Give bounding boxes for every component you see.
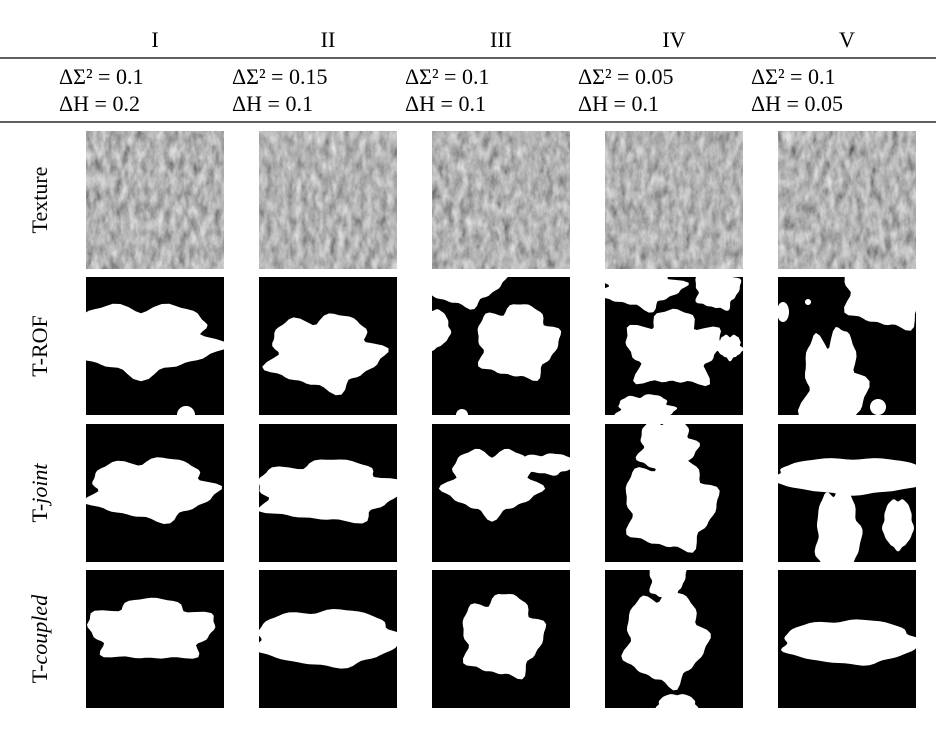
segmentation-image [86,424,224,562]
segment-region [814,486,863,562]
texture-image [259,131,397,269]
texture-image [605,131,743,269]
segment-region [477,304,562,381]
segment-region [432,309,452,351]
segment-region [514,453,570,476]
segment-region [882,499,914,552]
segment-region [462,594,547,680]
segment-region [655,694,699,708]
segment-region [635,424,700,480]
row-label-emph: coupled [27,594,52,665]
segment-region [86,457,222,524]
segment-region [625,456,720,553]
segment-region [844,277,916,331]
segmentation-image [432,424,570,562]
column-numeral: IV [662,27,685,52]
segment-region [805,299,811,305]
segment-region [605,277,689,313]
row-label-emph: joint [27,463,52,507]
texture-noise [259,131,397,269]
segment-region [177,406,195,415]
texture-noise [86,131,224,269]
column-param: ΔΣ² = 0.1 [59,64,143,89]
segment-region [432,277,508,310]
segment-region [262,313,389,396]
segmentation-image [432,277,570,415]
row-label: T-coupled [27,594,52,683]
segment-region [778,458,916,496]
column-param: ΔΣ² = 0.1 [751,64,835,89]
row-label-prefix: T- [27,664,52,683]
row-label: T-joint [27,463,52,523]
segment-region [870,399,886,415]
texture-image [778,131,916,269]
texture-noise [605,131,743,269]
column-param: ΔH = 0.1 [232,91,313,116]
column-param: ΔH = 0.1 [578,91,659,116]
texture-noise [432,131,570,269]
segment-region [780,619,916,666]
column-param: ΔH = 0.05 [751,91,843,116]
segment-region [625,308,721,387]
segment-region [614,394,677,415]
texture-noise [778,131,916,269]
segmentation-image [605,424,743,562]
column-numeral: III [490,27,512,52]
column-param: ΔH = 0.2 [59,91,140,116]
segmentation-image [259,277,397,415]
column-param: ΔΣ² = 0.15 [232,64,327,89]
column-param: ΔH = 0.1 [405,91,486,116]
column-param: ΔΣ² = 0.1 [405,64,489,89]
segmentation-image [259,570,397,708]
segment-region [716,334,743,362]
row-label: Texture [27,167,52,234]
segment-region [456,409,468,415]
column-numeral: II [321,27,336,52]
segmentation-image [605,570,743,708]
segment-region [259,609,397,669]
column-numeral: V [839,27,855,52]
texture-image [432,131,570,269]
column-numeral: I [151,27,158,52]
segmentation-image [605,277,743,415]
segmentation-image [432,570,570,708]
segmentation-image [86,277,224,415]
segment-region [778,302,789,322]
segmentation-image [778,424,916,562]
segment-region [87,597,216,659]
segment-region [797,326,870,415]
segment-region [259,459,397,524]
segmentation-image [259,424,397,562]
texture-image [86,131,224,269]
column-param: ΔΣ² = 0.05 [578,64,673,89]
segment-region [649,570,687,603]
segment-region [695,277,742,311]
segmentation-image [86,570,224,708]
segment-region [621,590,711,691]
segment-region [86,303,224,382]
segmentation-image [778,570,916,708]
row-label-prefix: T- [27,504,52,523]
segmentation-image [778,277,916,415]
row-label: T-ROF [27,315,52,377]
